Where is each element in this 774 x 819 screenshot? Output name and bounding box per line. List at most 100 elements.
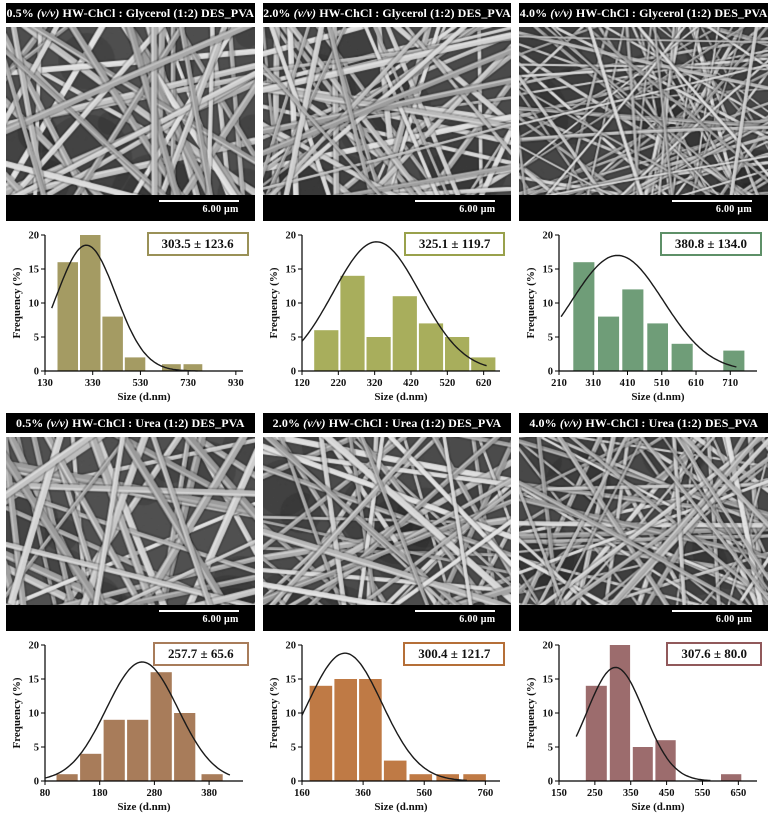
- svg-text:80: 80: [40, 788, 51, 799]
- svg-text:5: 5: [34, 333, 39, 344]
- svg-text:5: 5: [291, 333, 296, 344]
- panel-title: 4.0% (v/v) HW-ChCl : Urea (1:2) DES_PVA: [519, 413, 768, 433]
- svg-text:220: 220: [330, 378, 346, 389]
- scalebar-line: [672, 200, 752, 202]
- svg-text:15: 15: [29, 675, 40, 686]
- title-vv: (v/v): [550, 6, 573, 20]
- svg-text:130: 130: [37, 378, 53, 389]
- svg-text:20: 20: [285, 641, 296, 652]
- title-pre: 4.0%: [519, 6, 551, 20]
- scalebar-line: [158, 610, 239, 612]
- sem-info-strip: 6.00 μm: [262, 605, 512, 631]
- histogram-block: 0 5 10 15 20 160 360 560 760 Size (d.nm) Frequency…: [263, 637, 512, 813]
- svg-text:5: 5: [291, 743, 296, 754]
- title-post: HW-ChCl : Glycerol (1:2) DES_PVA: [572, 6, 768, 20]
- title-pre: 2.0%: [272, 416, 304, 430]
- histogram-plot: 0 5 10 15 20 80 180 280 380 Size (d.nm) Frequency …: [11, 641, 244, 813]
- svg-text:380: 380: [202, 788, 218, 799]
- svg-text:Frequency (%): Frequency (%): [11, 677, 23, 748]
- sem-fiber-image: [262, 27, 512, 221]
- svg-text:15: 15: [285, 265, 296, 276]
- panel-glycerol-2.0: 2.0% (v/v) HW-ChCl : Glycerol (1:2) DES_…: [262, 3, 512, 403]
- svg-text:15: 15: [29, 265, 40, 276]
- sem-micrograph: 6.00 μm: [6, 27, 255, 221]
- svg-text:420: 420: [403, 378, 419, 389]
- svg-text:310: 310: [585, 378, 601, 389]
- svg-text:10: 10: [542, 299, 553, 310]
- svg-text:450: 450: [658, 788, 674, 799]
- histogram-block: 0 5 10 15 20 150 250 350 450 550 650 Size (d.nm) Fre…: [519, 637, 768, 813]
- sem-micrograph: 6.00 μm: [519, 27, 768, 221]
- sem-fiber-image: [519, 27, 768, 221]
- histogram-plot: 0 5 10 15 20 130 330 530 730 930 Size (d.nm) Freque…: [11, 231, 244, 404]
- sem-micrograph: 6.00 μm: [6, 437, 255, 631]
- histogram-block: 0 5 10 15 20 120 220 320 420 520 620 Size (d.nm) Fre…: [263, 227, 512, 403]
- mean-sd-box: 300.4 ± 121.7: [403, 642, 506, 666]
- svg-text:5: 5: [547, 743, 552, 754]
- svg-text:10: 10: [542, 709, 553, 720]
- histogram-block: 0 5 10 15 20 130 330 530 730 930 Size (d.nm) Freque…: [6, 227, 255, 403]
- svg-text:250: 250: [587, 788, 603, 799]
- mean-sd-box: 307.6 ± 80.0: [666, 642, 762, 666]
- sem-info-strip: 6.00 μm: [262, 195, 512, 221]
- histogram-block: 0 5 10 15 20 80 180 280 380 Size (d.nm) Frequency …: [6, 637, 255, 813]
- title-vv: (v/v): [46, 416, 69, 430]
- scalebar-line: [672, 610, 752, 612]
- svg-text:120: 120: [294, 378, 310, 389]
- svg-text:610: 610: [688, 378, 704, 389]
- sem-info-strip: 6.00 μm: [519, 195, 768, 221]
- scalebar-label: 6.00 μm: [202, 614, 239, 625]
- svg-text:280: 280: [147, 788, 163, 799]
- sem-micrograph: 6.00 μm: [262, 437, 512, 631]
- svg-text:320: 320: [367, 378, 383, 389]
- svg-text:410: 410: [619, 378, 635, 389]
- title-vv: (v/v): [303, 416, 326, 430]
- svg-text:15: 15: [285, 675, 296, 686]
- title-vv: (v/v): [559, 416, 583, 430]
- svg-text:15: 15: [542, 675, 553, 686]
- svg-text:210: 210: [551, 378, 567, 389]
- title-post: HW-ChCl : Glycerol (1:2) DES_PVA: [59, 6, 255, 20]
- sem-info-strip: 6.00 μm: [519, 605, 768, 631]
- svg-text:520: 520: [439, 378, 455, 389]
- sem-fiber-image: [6, 437, 255, 631]
- svg-text:10: 10: [29, 299, 40, 310]
- svg-text:5: 5: [547, 333, 552, 344]
- svg-text:10: 10: [285, 709, 296, 720]
- svg-text:Size (d.nm): Size (d.nm): [118, 801, 172, 813]
- svg-text:350: 350: [623, 788, 639, 799]
- svg-text:620: 620: [476, 378, 492, 389]
- title-post: HW-ChCl : Urea (1:2) DES_PVA: [325, 416, 502, 430]
- svg-text:930: 930: [228, 378, 244, 389]
- svg-text:0: 0: [291, 777, 296, 788]
- svg-text:710: 710: [722, 378, 738, 389]
- svg-text:20: 20: [29, 641, 40, 652]
- svg-text:180: 180: [92, 788, 108, 799]
- panel-title: 0.5% (v/v) HW-ChCl : Urea (1:2) DES_PVA: [6, 413, 255, 433]
- panel-title: 2.0% (v/v) HW-ChCl : Urea (1:2) DES_PVA: [262, 413, 512, 433]
- panel-urea-2.0: 2.0% (v/v) HW-ChCl : Urea (1:2) DES_PVA …: [262, 413, 512, 813]
- svg-text:360: 360: [355, 788, 371, 799]
- svg-text:0: 0: [34, 777, 39, 788]
- svg-text:Size (d.nm): Size (d.nm): [631, 391, 685, 403]
- panel-glycerol-0.5: 0.5% (v/v) HW-ChCl : Glycerol (1:2) DES_…: [6, 3, 255, 403]
- title-vv: (v/v): [293, 6, 317, 20]
- scalebar-line: [415, 610, 496, 612]
- sem-info-strip: 6.00 μm: [6, 605, 255, 631]
- panel-title: 4.0% (v/v) HW-ChCl : Glycerol (1:2) DES_…: [519, 3, 768, 23]
- svg-text:0: 0: [547, 367, 552, 378]
- sem-fiber-image: [519, 437, 768, 631]
- histogram-plot: 0 5 10 15 20 160 360 560 760 Size (d.nm) Frequency…: [268, 641, 500, 813]
- panel-title: 2.0% (v/v) HW-ChCl : Glycerol (1:2) DES_…: [262, 3, 512, 23]
- svg-text:0: 0: [547, 777, 552, 788]
- svg-text:Size (d.nm): Size (d.nm): [374, 801, 428, 813]
- svg-text:5: 5: [34, 743, 39, 754]
- svg-text:Size (d.nm): Size (d.nm): [118, 391, 172, 403]
- svg-text:560: 560: [416, 788, 432, 799]
- svg-text:15: 15: [542, 265, 553, 276]
- svg-text:0: 0: [291, 367, 296, 378]
- scalebar-line: [415, 200, 496, 202]
- svg-text:760: 760: [477, 788, 493, 799]
